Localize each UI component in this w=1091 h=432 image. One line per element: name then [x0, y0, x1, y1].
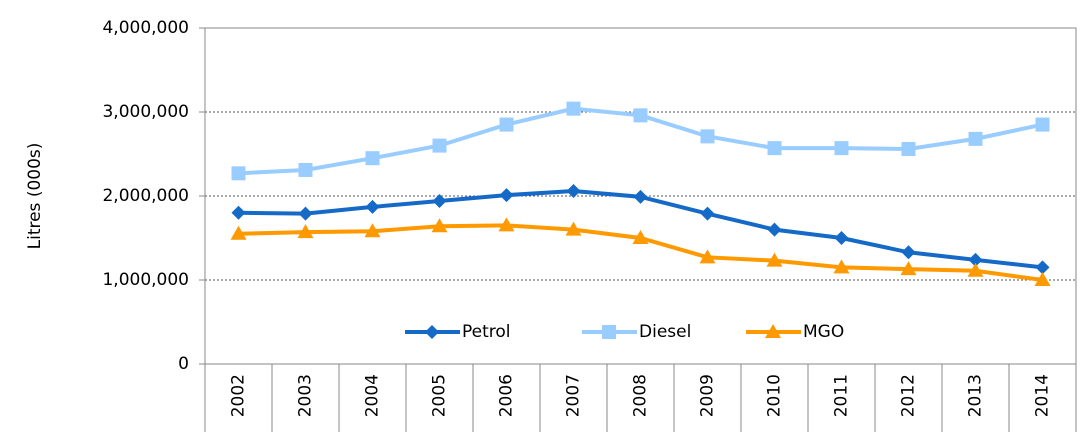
legend-label: Diesel — [639, 322, 691, 342]
y-tick-label: 3,000,000 — [102, 102, 189, 122]
legend-marker — [425, 325, 439, 339]
x-tick-label: 2003 — [296, 374, 316, 417]
data-point — [364, 223, 381, 238]
data-point — [1034, 272, 1051, 286]
x-tick-label: 2002 — [229, 374, 249, 417]
x-tick-label: 2013 — [966, 374, 986, 417]
data-point — [700, 129, 715, 144]
data-point — [565, 221, 582, 236]
x-tick-label: 2007 — [564, 374, 584, 417]
data-point — [834, 141, 849, 156]
y-tick-label: 4,000,000 — [102, 18, 189, 38]
data-point — [432, 194, 447, 209]
x-tick-label: 2011 — [832, 374, 852, 417]
y-axis-label: Litres (000s) — [25, 143, 45, 250]
x-tick-label: 2005 — [430, 374, 450, 417]
data-point — [365, 199, 380, 214]
x-tick-label: 2009 — [698, 374, 718, 417]
data-point — [699, 249, 716, 264]
data-point — [1035, 260, 1050, 275]
data-point — [767, 222, 782, 237]
data-point — [365, 151, 380, 166]
x-tick-label: 2014 — [1033, 374, 1053, 417]
y-tick-label: 2,000,000 — [102, 186, 189, 206]
legend-label: MGO — [803, 322, 844, 342]
data-point — [499, 188, 514, 203]
legend-marker — [602, 325, 616, 339]
data-point — [834, 231, 849, 245]
data-point — [968, 131, 983, 146]
data-point — [432, 138, 447, 153]
data-point — [566, 183, 581, 198]
data-point — [298, 206, 313, 221]
data-point — [632, 230, 649, 244]
data-point — [968, 252, 983, 267]
data-point — [901, 245, 916, 260]
data-point — [431, 218, 448, 233]
data-point — [297, 224, 314, 239]
data-point — [833, 259, 850, 274]
data-point — [766, 252, 783, 267]
x-tick-label: 2010 — [765, 374, 785, 417]
data-point — [700, 206, 715, 221]
data-point — [1035, 117, 1050, 132]
data-point — [566, 101, 581, 116]
data-point — [498, 217, 515, 232]
data-point — [499, 117, 514, 132]
data-point — [298, 162, 313, 177]
legend-label: Petrol — [462, 322, 511, 342]
x-tick-label: 2006 — [497, 374, 517, 417]
legend-marker — [765, 324, 781, 338]
data-point — [231, 166, 246, 181]
y-tick-label: 0 — [178, 354, 189, 374]
data-point — [633, 189, 648, 204]
plot-border — [204, 27, 1077, 365]
data-point — [231, 205, 246, 220]
y-tick-label: 1,000,000 — [102, 270, 189, 290]
data-point — [767, 141, 782, 156]
data-point — [901, 141, 916, 156]
data-point — [900, 261, 917, 276]
data-point — [230, 225, 247, 240]
x-tick-label: 2008 — [631, 374, 651, 417]
x-tick-label: 2012 — [899, 374, 919, 417]
x-tick-label: 2004 — [363, 374, 383, 417]
data-point — [967, 262, 984, 277]
data-point — [633, 108, 648, 123]
